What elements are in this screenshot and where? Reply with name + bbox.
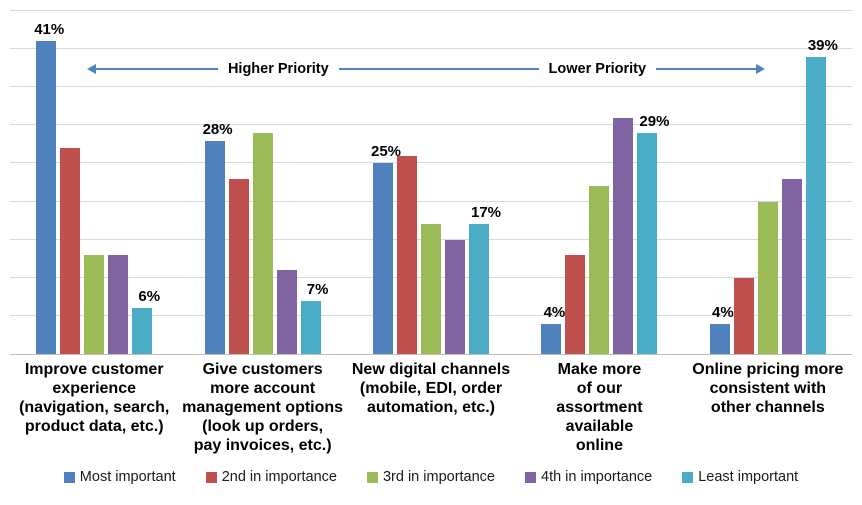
bar-value-label: 7% [306,281,329,298]
legend-label: 3rd in importance [382,469,495,486]
arrow-line-segment [338,68,539,70]
arrow-left-icon [87,64,96,74]
bar: 4% [709,304,734,354]
bar-value-label: 17% [471,204,502,221]
legend-swatch [682,471,694,483]
category-labels: Improve customer experience (navigation,… [10,360,852,455]
legend-label: 2nd in importance [221,469,337,486]
gridline [10,201,852,202]
bar: 39% [805,37,838,354]
gridline [10,86,852,87]
category-label: Give customers more account management o… [182,361,344,455]
bar-group: 41% 6% [10,11,178,354]
bar [84,255,105,354]
arrow-right-icon [756,64,765,74]
bar [108,255,129,354]
bar [397,156,418,354]
legend-label: Least important [698,469,799,486]
arrow-line-segment [96,68,218,70]
gridline [10,162,852,163]
legend: Most important 2nd in importance 3rd in im… [0,469,862,485]
legend-label: Most important [79,469,176,486]
legend-item: Most important [63,469,176,486]
legend-item: 2nd in importance [205,469,337,486]
bar [589,186,610,354]
bar: 17% [469,204,501,354]
bar [60,148,81,354]
bar [228,179,249,354]
legend-item: 3rd in importance [366,469,495,486]
bar-value-label: 4% [543,304,566,321]
lower-priority-label: Lower Priority [548,61,647,77]
bar [733,278,754,354]
bar-group: 4% 39% [684,11,852,354]
gridline [10,10,852,11]
bar [421,224,442,354]
legend-swatch [525,471,536,483]
category-label: Make more of our assortment available on… [556,361,643,455]
bar: 41% [34,21,64,354]
bar [781,179,802,354]
bars-row: 41% 6% 28% 7% 25% 17% 4% 29% 4% 39% [10,11,852,354]
legend-item: 4th in importance [525,469,652,485]
bar [445,240,466,354]
bar-value-label: 41% [34,21,65,38]
bar-group: 25% 17% [347,11,515,354]
bar-value-label: 6% [138,288,161,305]
bar: 7% [300,281,328,354]
legend-swatch [63,471,75,483]
bar-group: 4% 29% [515,11,683,354]
category-label: Online pricing more consistent with othe… [692,361,844,417]
bar [565,255,586,354]
bar: 4% [541,304,565,354]
bar [276,270,297,354]
bar [757,202,778,354]
priority-arrow-annotation: Higher Priority Lower Priority [87,60,765,78]
bar: 29% [637,113,669,354]
gridline [10,48,852,49]
bar-value-label: 4% [711,304,734,321]
bar-value-label: 29% [639,113,670,130]
bar [252,133,273,354]
bar: 28% [203,121,233,354]
bar-value-label: 28% [202,121,233,138]
gridline [10,124,852,125]
arrow-line-segment [656,68,756,70]
category-label: New digital channels (mobile, EDI, order… [351,361,511,417]
bar-value-label: 39% [807,37,838,54]
bar: 6% [132,288,160,354]
category-label: Improve customer experience (navigation,… [19,361,170,436]
legend-swatch [205,471,217,483]
bar-group: 28% 7% [178,11,346,354]
legend-swatch [366,471,378,483]
legend-label: 4th in importance [541,469,653,486]
bar: 25% [371,143,401,354]
higher-priority-label: Higher Priority [227,61,329,77]
plot-area: 41% 6% 28% 7% 25% 17% 4% 29% 4% 39% Higher Priori… [10,10,852,355]
x-axis-line [10,354,852,355]
legend-item: Least important [682,469,798,485]
bar [613,118,634,354]
bar-value-label: 25% [371,143,402,160]
